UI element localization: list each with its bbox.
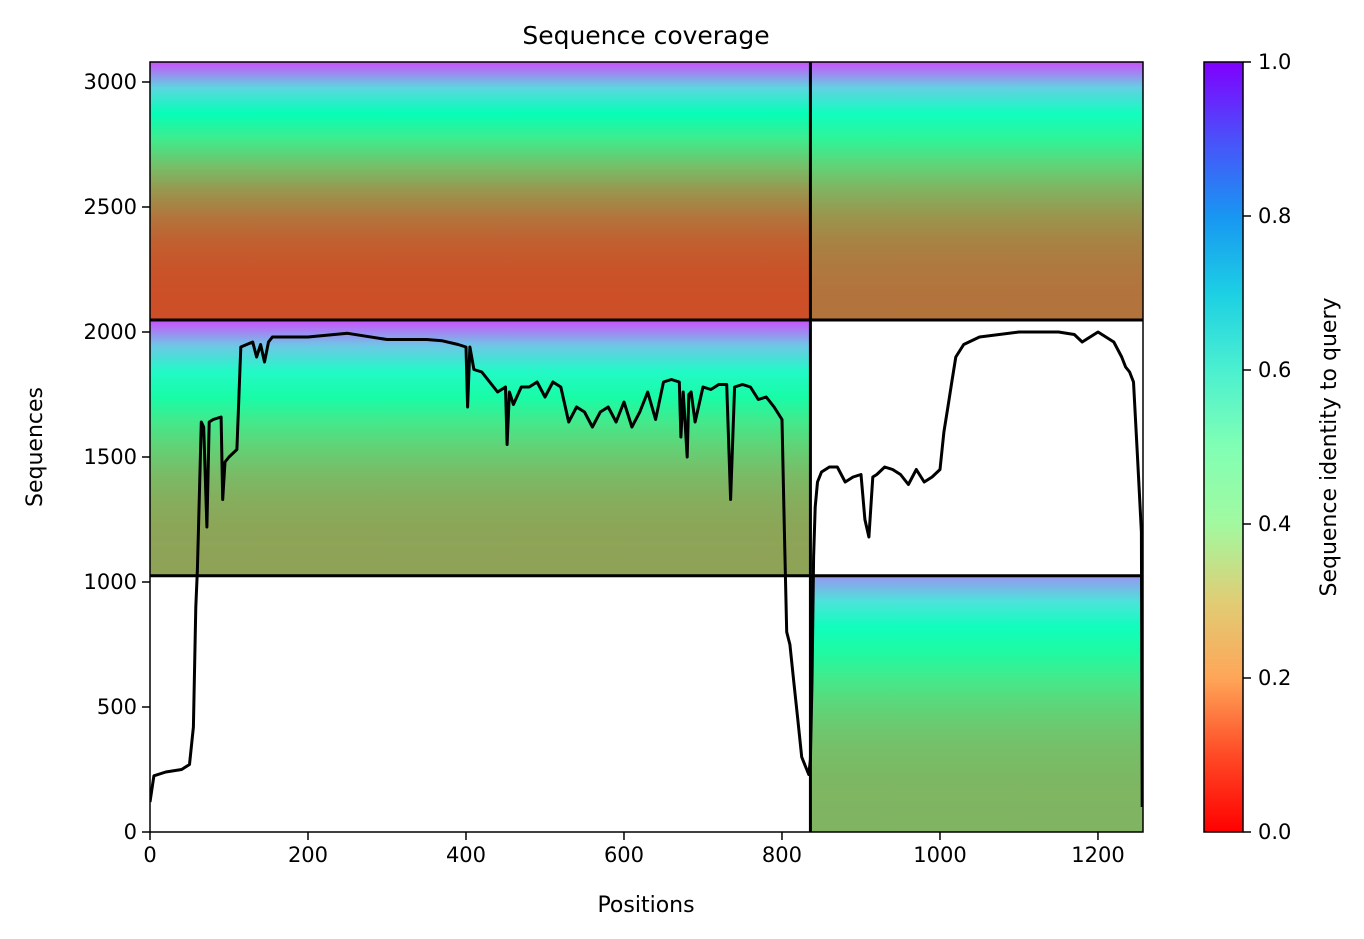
x-tick-label: 1000 bbox=[913, 843, 966, 867]
colorbar-axis: 0.0 0.2 0.4 0.6 0.8 1.0 bbox=[1243, 50, 1291, 844]
colorbar-tick-label: 0.6 bbox=[1258, 358, 1291, 382]
colorbar-tick-label: 0.8 bbox=[1258, 204, 1291, 228]
colorbar-label: Sequence identity to query bbox=[1317, 297, 1342, 596]
x-tick-label: 1200 bbox=[1071, 843, 1124, 867]
x-tick-label: 800 bbox=[762, 843, 802, 867]
coverage-block bbox=[810, 62, 1143, 320]
x-tick-label: 200 bbox=[288, 843, 328, 867]
y-axis: 0 500 1000 1500 2000 2500 3000 bbox=[84, 70, 150, 844]
chart-title: Sequence coverage bbox=[522, 21, 769, 50]
coverage-block bbox=[150, 320, 811, 576]
y-axis-label: Sequences bbox=[23, 387, 48, 507]
coverage-block bbox=[150, 62, 811, 320]
y-tick-label: 1500 bbox=[84, 445, 137, 469]
coverage-heatmap bbox=[150, 62, 1143, 832]
x-tick-label: 600 bbox=[604, 843, 644, 867]
x-tick-label: 0 bbox=[143, 843, 156, 867]
y-tick-label: 3000 bbox=[84, 70, 137, 94]
y-tick-label: 0 bbox=[124, 820, 137, 844]
coverage-line bbox=[150, 330, 1143, 808]
x-tick-label: 400 bbox=[446, 843, 486, 867]
colorbar-tick-label: 0.0 bbox=[1258, 820, 1291, 844]
colorbar bbox=[1203, 61, 1244, 833]
y-tick-label: 2500 bbox=[84, 195, 137, 219]
x-axis: 0 200 400 600 800 1000 1200 bbox=[143, 832, 1125, 867]
coverage-block bbox=[810, 575, 1143, 832]
y-tick-label: 2000 bbox=[84, 320, 137, 344]
plot-frame bbox=[149, 61, 1144, 833]
y-tick-label: 500 bbox=[97, 695, 137, 719]
colorbar-tick-label: 0.4 bbox=[1258, 512, 1291, 536]
colorbar-tick-label: 0.2 bbox=[1258, 666, 1291, 690]
y-tick-label: 1000 bbox=[84, 570, 137, 594]
x-axis-label: Positions bbox=[597, 893, 694, 918]
colorbar-tick-label: 1.0 bbox=[1258, 50, 1291, 74]
